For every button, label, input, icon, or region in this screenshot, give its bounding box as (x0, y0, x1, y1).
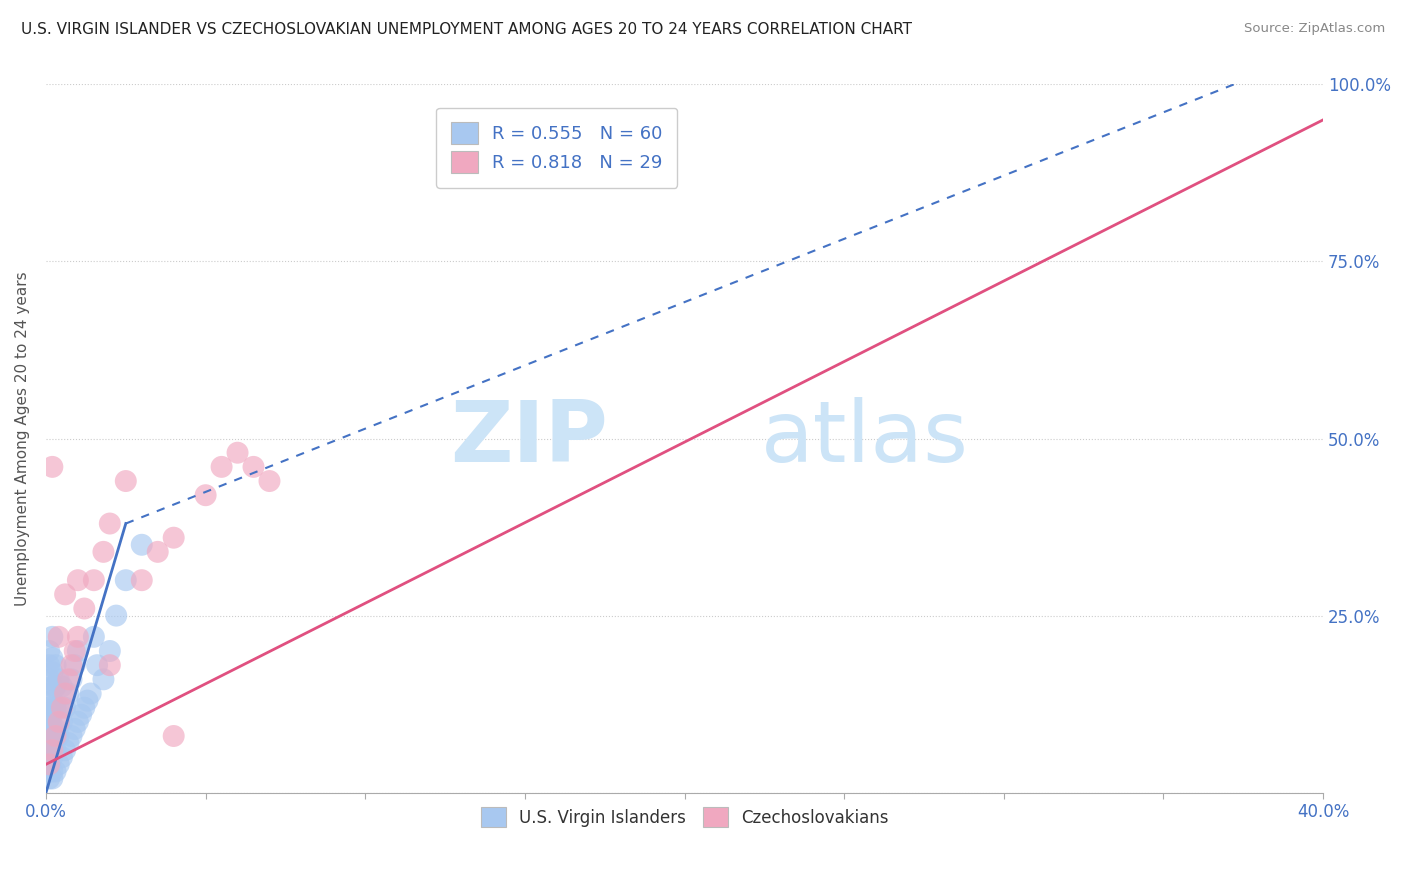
Point (63, 658, 86, 673)
Point (48, 757, 70, 772)
Point (38, 729, 60, 743)
Point (93, 673, 115, 687)
Point (211, 459, 233, 474)
Point (66, 714, 89, 729)
Point (58, 736, 80, 750)
Point (131, 538, 153, 552)
Point (41, 750, 63, 764)
Point (93, 545, 115, 559)
Point (38, 757, 60, 772)
Point (60, 729, 83, 743)
Point (41, 693, 63, 707)
Point (45, 680, 67, 694)
Point (38, 673, 60, 687)
Point (45, 729, 67, 743)
Point (66, 644, 89, 658)
Point (66, 573, 89, 587)
Point (41, 665, 63, 680)
Point (83, 630, 105, 644)
Point (38, 700, 60, 714)
Point (38, 772, 60, 786)
Point (41, 722, 63, 736)
Point (58, 673, 80, 687)
Legend: U.S. Virgin Islanders, Czechoslovakians: U.S. Virgin Islanders, Czechoslovakians (474, 800, 896, 834)
Point (45, 722, 67, 736)
Point (53, 743, 76, 757)
Point (63, 722, 86, 736)
Point (146, 545, 169, 559)
Point (38, 750, 60, 764)
Text: ZIP: ZIP (450, 397, 607, 480)
Point (114, 474, 136, 488)
Point (98, 644, 121, 658)
Point (41, 764, 63, 779)
Point (60, 658, 83, 673)
Point (48, 729, 70, 743)
Point (53, 700, 76, 714)
Point (51, 680, 73, 694)
Point (48, 673, 70, 687)
Point (76, 693, 98, 707)
Point (51, 714, 73, 729)
Point (194, 488, 217, 502)
Point (105, 608, 128, 623)
Text: U.S. VIRGIN ISLANDER VS CZECHOSLOVAKIAN UNEMPLOYMENT AMONG AGES 20 TO 24 YEARS C: U.S. VIRGIN ISLANDER VS CZECHOSLOVAKIAN … (21, 22, 912, 37)
Point (259, 474, 281, 488)
Point (66, 630, 89, 644)
Point (45, 700, 67, 714)
Point (41, 459, 63, 474)
Point (38, 658, 60, 673)
Point (51, 750, 73, 764)
Point (86, 658, 108, 673)
Point (38, 714, 60, 729)
Point (98, 658, 121, 673)
Point (38, 707, 60, 722)
Point (38, 686, 60, 700)
Point (38, 743, 60, 757)
Y-axis label: Unemployment Among Ages 20 to 24 years: Unemployment Among Ages 20 to 24 years (15, 271, 30, 606)
Point (242, 459, 264, 474)
Point (226, 446, 249, 460)
Point (79, 686, 101, 700)
Point (163, 531, 186, 545)
Point (38, 757, 60, 772)
Point (114, 573, 136, 587)
Point (45, 658, 67, 673)
Point (41, 743, 63, 757)
Point (53, 587, 76, 601)
Point (73, 700, 96, 714)
Point (41, 630, 63, 644)
Point (83, 573, 105, 587)
Point (51, 700, 73, 714)
Point (41, 772, 63, 786)
Point (48, 630, 70, 644)
Point (63, 644, 86, 658)
Point (41, 651, 63, 665)
Point (60, 673, 83, 687)
Point (41, 707, 63, 722)
Point (45, 743, 67, 757)
Point (48, 714, 70, 729)
Point (163, 729, 186, 743)
Point (58, 686, 80, 700)
Text: Source: ZipAtlas.com: Source: ZipAtlas.com (1244, 22, 1385, 36)
Point (73, 601, 96, 615)
Point (48, 700, 70, 714)
Text: atlas: atlas (761, 397, 969, 480)
Point (53, 686, 76, 700)
Point (38, 764, 60, 779)
Point (38, 722, 60, 736)
Point (70, 707, 93, 722)
Point (38, 736, 60, 750)
Point (45, 764, 67, 779)
Point (38, 644, 60, 658)
Point (41, 736, 63, 750)
Point (131, 573, 153, 587)
Point (98, 516, 121, 531)
Point (41, 680, 63, 694)
